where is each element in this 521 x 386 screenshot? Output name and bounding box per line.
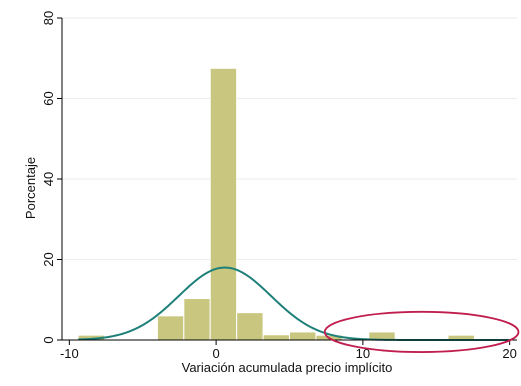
- y-tick-label-0: 0: [41, 336, 56, 343]
- normal-curve-line: [78, 266, 512, 341]
- y-tick-label-20: 20: [41, 252, 56, 266]
- histogram-bar-7: [262, 334, 291, 341]
- x-tick-label-10: 10: [356, 346, 370, 361]
- histogram-bar-5: [209, 67, 238, 341]
- axes: 0 20 40 60 80 -10 0 10 20: [41, 11, 517, 361]
- x-axis-title: Variación acumulada precio implícito: [182, 360, 393, 375]
- grid-lines: [62, 17, 517, 260]
- histogram-bar-4: [183, 298, 211, 341]
- y-tick-label-40: 40: [41, 172, 56, 186]
- x-tick-label-0: 0: [212, 346, 219, 361]
- y-tick-label-60: 60: [41, 91, 56, 105]
- annotation-layer: [323, 310, 520, 353]
- histogram-bars: [77, 67, 475, 341]
- x-tick-label--10: -10: [60, 346, 79, 361]
- x-tick-label-20: 20: [502, 346, 516, 361]
- histogram-bar-8: [289, 331, 317, 341]
- normal-density-curve: [78, 266, 512, 341]
- y-tick-label-80: 80: [41, 11, 56, 25]
- histogram-bar-6: [236, 312, 264, 341]
- highlight-ellipse: [323, 310, 520, 353]
- y-axis-title: Porcentaje: [23, 157, 38, 219]
- histogram-bar-3: [156, 315, 185, 341]
